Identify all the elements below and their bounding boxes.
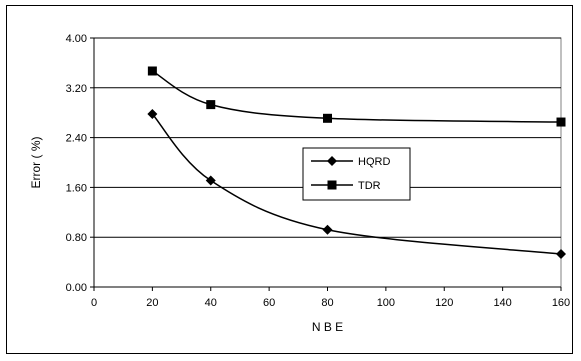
series-line-tdr bbox=[151, 70, 562, 123]
x-tick-label: 20 bbox=[146, 297, 158, 309]
x-tick-label: 140 bbox=[493, 297, 511, 309]
y-tick-label: 3.20 bbox=[66, 83, 87, 95]
series-hqrd bbox=[147, 108, 566, 260]
x-tick-label: 60 bbox=[263, 297, 275, 309]
series-layer bbox=[147, 66, 566, 260]
data-point-tdr bbox=[206, 100, 216, 110]
data-point-hqrd bbox=[556, 249, 566, 260]
x-tick-label: 80 bbox=[321, 297, 333, 309]
data-point-hqrd bbox=[205, 175, 216, 186]
data-point-tdr bbox=[323, 113, 332, 123]
y-tick-label: 0.80 bbox=[66, 232, 87, 244]
x-axis-title: N B E bbox=[312, 320, 343, 334]
legend-marker-hqrd bbox=[327, 156, 337, 166]
y-tick-label: 0.00 bbox=[66, 282, 87, 294]
data-point-hqrd bbox=[322, 224, 333, 235]
legend-box bbox=[302, 147, 411, 201]
y-tick-label: 4.00 bbox=[66, 33, 87, 45]
legend-label-hqrd: HQRD bbox=[358, 156, 390, 168]
legend: HQRD TDR bbox=[302, 147, 411, 201]
tick-labels: 0.00 0.80 1.60 2.40 3.20 4.00 0 20 40 60 80 100 120 1… bbox=[66, 33, 571, 309]
legend-label-tdr: TDR bbox=[358, 180, 381, 192]
data-point-hqrd bbox=[147, 108, 158, 119]
x-tick-label: 40 bbox=[205, 297, 217, 309]
x-tick-label: 0 bbox=[91, 297, 97, 309]
x-tick-label: 120 bbox=[435, 297, 453, 309]
series-line-hqrd bbox=[151, 113, 562, 255]
y-tick-label: 2.40 bbox=[66, 133, 87, 145]
y-axis-title: Error ( %) bbox=[29, 137, 43, 189]
x-tick-label: 100 bbox=[377, 297, 395, 309]
data-point-tdr bbox=[147, 66, 157, 76]
y-tick-label: 1.60 bbox=[66, 182, 87, 194]
series-tdr bbox=[147, 66, 566, 127]
x-tick-label: 160 bbox=[552, 297, 570, 309]
legend-marker-tdr bbox=[327, 180, 337, 190]
data-point-tdr bbox=[556, 117, 566, 127]
axes bbox=[90, 37, 562, 291]
